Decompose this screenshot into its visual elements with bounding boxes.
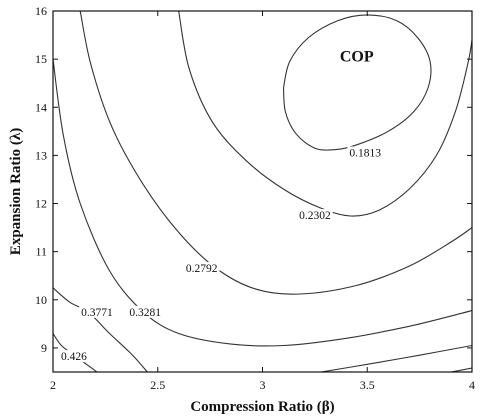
contour-label: 0.2302	[299, 210, 331, 222]
contour-label-bg	[297, 209, 333, 222]
x-axis-ticks: 2 2.5 3 3.5 4	[50, 11, 475, 392]
contour-labels: 0.1813 0.2302 0.2792 0.3281 0.3771 0.426	[59, 146, 383, 363]
x-tick-label: 3	[260, 378, 266, 392]
y-axis-ticks: 9 10 11 12 13 14 15 16	[35, 4, 472, 355]
plot-frame	[52, 10, 473, 373]
x-tick-label: 2.5	[150, 378, 165, 392]
y-tick-label: 16	[35, 4, 47, 18]
x-tick-label: 4	[469, 378, 475, 392]
contour-label-bg	[59, 350, 89, 363]
y-tick-label: 15	[35, 52, 47, 66]
x-tick-label: 2	[50, 378, 56, 392]
contour-label-bg	[347, 146, 383, 159]
cop-annotation: COP	[340, 49, 374, 66]
contour-line	[178, 11, 472, 217]
y-tick-label: 11	[35, 245, 47, 259]
contour-line	[321, 344, 472, 372]
contour-label: 0.3771	[81, 307, 113, 319]
contour-line	[53, 287, 148, 372]
y-tick-label: 9	[41, 341, 47, 355]
y-tick-label: 12	[35, 197, 47, 211]
contour-label: 0.2792	[186, 263, 218, 275]
contour-label: 0.426	[61, 351, 87, 363]
x-tick-label: 3.5	[360, 378, 375, 392]
y-tick-label: 10	[35, 293, 47, 307]
contour-label: 0.3281	[129, 307, 161, 319]
x-axis-label: Compression Ratio (β)	[190, 399, 334, 415]
contour-label-bg	[79, 305, 115, 318]
y-axis-label: Expansion Ratio (λ)	[8, 128, 24, 255]
contour-line	[79, 11, 472, 295]
contour-line	[53, 59, 472, 347]
contour-label: 0.1813	[349, 148, 381, 160]
y-tick-label: 13	[35, 148, 47, 162]
y-tick-label: 14	[35, 100, 47, 114]
contour-label-bg	[127, 305, 163, 318]
contour-label-bg	[183, 262, 220, 275]
contour-lines	[53, 11, 472, 372]
contour-line	[282, 14, 432, 151]
